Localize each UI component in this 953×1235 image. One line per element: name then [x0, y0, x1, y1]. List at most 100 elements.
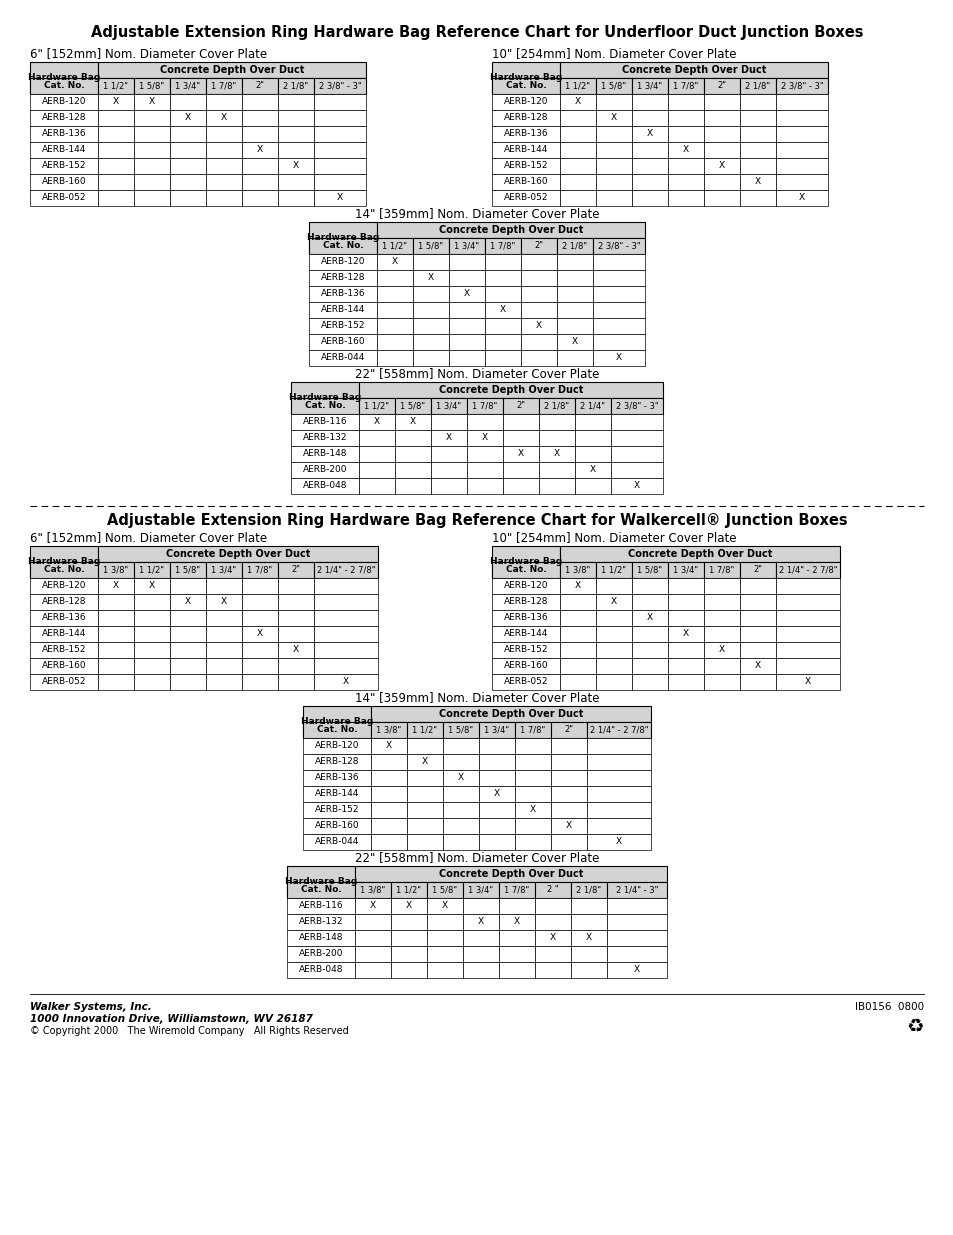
Bar [206, 562, 242, 578]
Bar [303, 802, 371, 818]
Bar [484, 303, 520, 317]
Bar [484, 238, 520, 254]
Bar [551, 785, 586, 802]
Text: 1 1/2": 1 1/2" [412, 725, 437, 735]
Text: AERB-052: AERB-052 [42, 678, 86, 687]
Text: AERB-152: AERB-152 [314, 805, 359, 815]
Bar [30, 158, 98, 174]
Bar [206, 626, 242, 642]
Bar [170, 78, 206, 94]
Text: Hardware Bag: Hardware Bag [28, 74, 100, 83]
Bar [309, 222, 376, 254]
Bar [314, 126, 366, 142]
Bar [631, 78, 667, 94]
Bar [133, 674, 170, 690]
Bar [371, 722, 407, 739]
Text: AERB-144: AERB-144 [42, 146, 86, 154]
Text: AERB-152: AERB-152 [320, 321, 365, 331]
Bar [484, 287, 520, 303]
Bar [535, 898, 571, 914]
Bar [303, 739, 371, 755]
Bar [467, 446, 502, 462]
Bar [596, 78, 631, 94]
Bar [478, 818, 515, 834]
Bar [515, 834, 551, 850]
Bar [170, 126, 206, 142]
Bar [703, 674, 740, 690]
Bar [559, 158, 596, 174]
Bar [291, 478, 358, 494]
Text: Concrete Depth Over Duct: Concrete Depth Over Duct [621, 65, 765, 75]
Text: Hardware Bag: Hardware Bag [300, 718, 373, 726]
Bar [631, 674, 667, 690]
Bar [492, 190, 559, 206]
Bar [484, 254, 520, 270]
Bar [703, 562, 740, 578]
Bar [596, 126, 631, 142]
Bar [492, 142, 559, 158]
Bar [277, 626, 314, 642]
Bar [30, 658, 98, 674]
Bar [606, 898, 666, 914]
Bar [303, 818, 371, 834]
Text: 1 3/4": 1 3/4" [673, 566, 698, 574]
Bar [30, 610, 98, 626]
Text: AERB-132: AERB-132 [298, 918, 343, 926]
Text: 1 3/4": 1 3/4" [454, 242, 479, 251]
Text: X: X [682, 146, 688, 154]
Bar [133, 658, 170, 674]
Bar [355, 930, 391, 946]
Bar [593, 238, 644, 254]
Text: X: X [616, 353, 621, 363]
Bar [30, 674, 98, 690]
Bar [407, 802, 442, 818]
Bar [667, 674, 703, 690]
Bar [502, 462, 538, 478]
Bar [98, 62, 366, 78]
Text: Hardware Bag: Hardware Bag [289, 394, 361, 403]
Bar [498, 882, 535, 898]
Text: 1 3/4": 1 3/4" [175, 82, 200, 90]
Bar [478, 834, 515, 850]
Bar [242, 626, 277, 642]
Bar [559, 110, 596, 126]
Bar [557, 317, 593, 333]
Text: Hardware Bag: Hardware Bag [28, 557, 100, 567]
Bar [314, 642, 377, 658]
Text: 2 1/4": 2 1/4" [579, 401, 605, 410]
Text: 1 1/2": 1 1/2" [601, 566, 626, 574]
Bar [291, 414, 358, 430]
Bar [376, 222, 644, 238]
Bar [98, 78, 133, 94]
Text: 2 ": 2 " [547, 885, 558, 894]
Bar [740, 158, 775, 174]
Bar [371, 802, 407, 818]
Text: Cat. No.: Cat. No. [505, 566, 546, 574]
Text: 1 3/8": 1 3/8" [360, 885, 385, 894]
Text: 2 1/8": 2 1/8" [544, 401, 569, 410]
Bar [449, 270, 484, 287]
Bar [631, 578, 667, 594]
Bar [395, 446, 431, 462]
Bar [30, 126, 98, 142]
Bar [391, 962, 427, 978]
Text: AERB-120: AERB-120 [320, 258, 365, 267]
Bar [98, 642, 133, 658]
Text: X: X [374, 417, 379, 426]
Text: X: X [149, 98, 155, 106]
Bar [492, 562, 559, 578]
Text: X: X [634, 482, 639, 490]
Bar [559, 562, 596, 578]
Bar [30, 142, 98, 158]
Text: 2 3/8" - 3": 2 3/8" - 3" [318, 82, 361, 90]
Bar [492, 594, 559, 610]
Bar [596, 562, 631, 578]
Bar [515, 739, 551, 755]
Bar [492, 642, 559, 658]
Text: 2": 2" [292, 566, 300, 574]
Bar [535, 930, 571, 946]
Bar [498, 962, 535, 978]
Bar [557, 238, 593, 254]
Bar [606, 914, 666, 930]
Bar [631, 562, 667, 578]
